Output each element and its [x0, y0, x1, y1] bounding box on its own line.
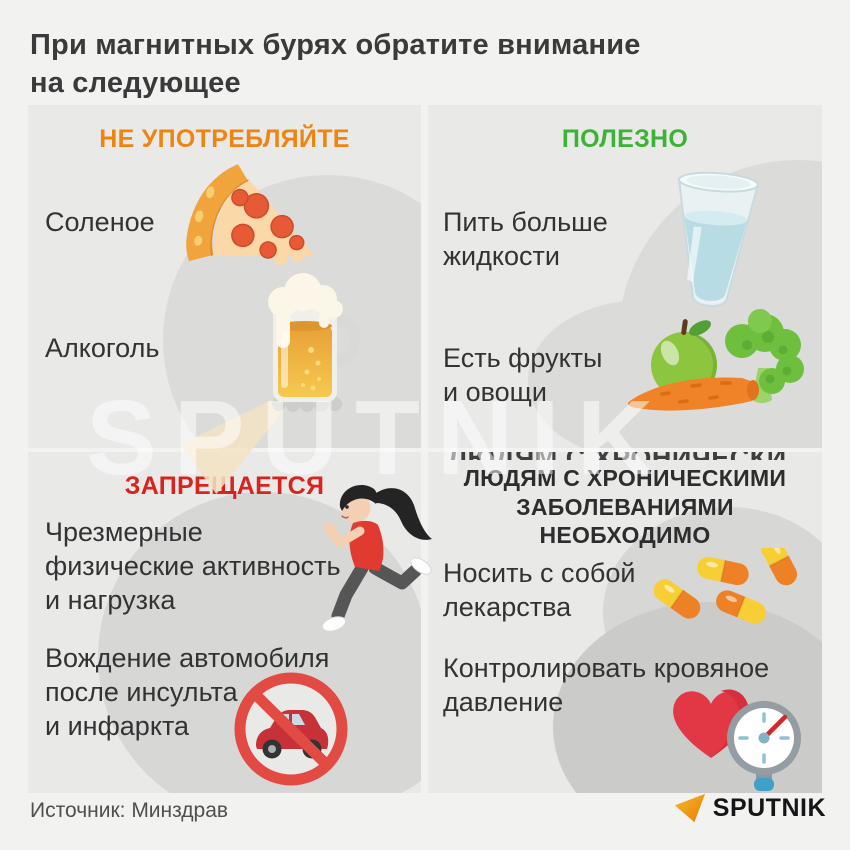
sputnik-logo: SPUTNIK [674, 792, 826, 824]
label-eat-fruits: Есть фрукты и овощи [443, 343, 603, 408]
heading-dont-consume: НЕ УПОТРЕБЛЯЙТЕ [99, 125, 350, 153]
quadrant-useful: ПОЛЕЗНО Пить больше жидкости Есть фрукты… [428, 105, 822, 448]
sputnik-flag-icon [674, 792, 706, 824]
label-alcohol: Алкоголь [45, 333, 160, 363]
pills-icon [645, 536, 803, 643]
label-driving: Вождение автомобиля после инсульта и инф… [45, 643, 330, 742]
water-glass-icon [663, 168, 766, 308]
heart-pressure-gauge-icon [664, 678, 809, 796]
label-blood-pressure: Контролировать кровяное давление [443, 653, 770, 718]
no-car-icon [232, 670, 350, 788]
label-drink-liquids: Пить больше жидкости [443, 207, 608, 272]
heading-chronic-diseases: ЛЮДЯМ С ХРОНИЧЕСКИМИ ЗАБОЛЕВАНИЯМИ НЕОБХ… [463, 465, 787, 549]
beer-mug-icon [243, 268, 371, 413]
heading-useful: ПОЛЕЗНО [561, 125, 689, 153]
label-salty: Соленое [45, 207, 155, 237]
clipped-text-artifact: ЛЮДЯМ С ХРОНИЧЕСКИМИ [448, 452, 788, 460]
runner-icon [318, 477, 436, 643]
fruits-vegetables-icon [622, 293, 807, 421]
page-title: При магнитных бурях обратите внимание на… [30, 29, 641, 100]
source-text: Источник: Минздрав [30, 799, 229, 822]
sputnik-logo-text: SPUTNIK [712, 793, 826, 822]
pizza-icon [168, 162, 340, 302]
label-physical-activity: Чрезмерные физические активность и нагру… [45, 517, 341, 616]
label-carry-medicine: Носить с собой лекарства [443, 558, 636, 623]
background-blob [528, 300, 758, 448]
quadrant-prohibited: ЗАПРЕЩАЕТСЯ Чрезмерные физические активн… [28, 452, 421, 793]
